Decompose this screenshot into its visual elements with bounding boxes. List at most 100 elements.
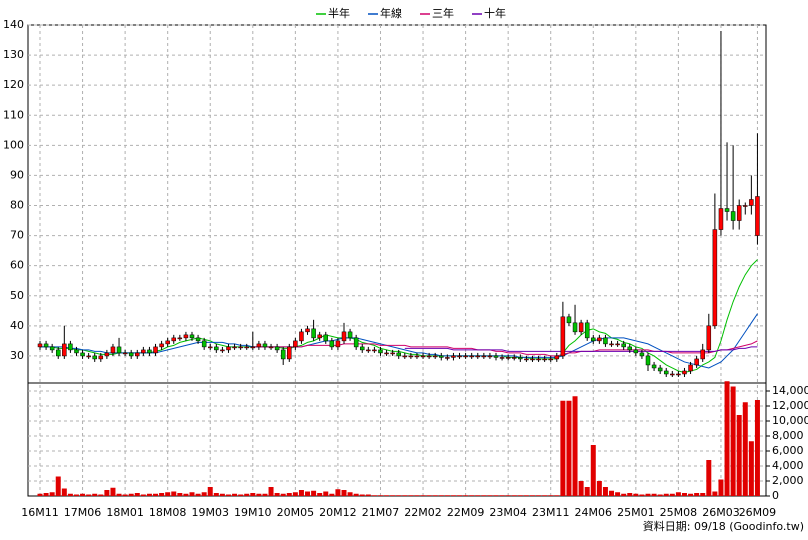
volume-bar bbox=[286, 493, 292, 496]
volume-bar bbox=[566, 400, 572, 496]
candle-body bbox=[730, 211, 736, 221]
volume-bar bbox=[390, 495, 396, 496]
x-tick-label: 24M06 bbox=[575, 506, 613, 519]
candle-body bbox=[135, 352, 140, 357]
volume-bar bbox=[61, 488, 67, 496]
volume-bar bbox=[384, 495, 390, 496]
candle-body bbox=[676, 373, 681, 376]
candle-body bbox=[116, 346, 122, 354]
candle-body bbox=[548, 358, 553, 361]
candle-body bbox=[305, 328, 310, 333]
volume-bar bbox=[377, 495, 383, 496]
volume-bar bbox=[681, 493, 687, 496]
volume-bar bbox=[639, 494, 645, 496]
candle-body bbox=[359, 346, 365, 351]
legend-label: 半年 bbox=[328, 6, 350, 20]
candle-body bbox=[390, 352, 395, 355]
volume-bar bbox=[712, 491, 718, 496]
candle-body bbox=[749, 199, 754, 206]
volume-bar bbox=[414, 495, 420, 496]
candle-body bbox=[451, 355, 456, 358]
volume-bar bbox=[116, 493, 122, 496]
candle-body bbox=[147, 349, 152, 354]
candle-body bbox=[238, 346, 243, 349]
candle-body bbox=[37, 343, 43, 348]
volume-bar bbox=[134, 493, 140, 496]
volume-bar bbox=[438, 495, 444, 496]
candle-body bbox=[55, 349, 61, 357]
volume-bar bbox=[195, 493, 201, 496]
candle-body bbox=[700, 349, 705, 360]
candle-body bbox=[633, 349, 639, 354]
candle-body bbox=[323, 334, 329, 342]
volume-bar bbox=[110, 487, 116, 496]
candle-body bbox=[104, 352, 110, 357]
candle-body bbox=[627, 346, 633, 351]
x-tick-label: 18M01 bbox=[106, 506, 144, 519]
candle-body bbox=[280, 349, 286, 360]
candle-body bbox=[122, 352, 128, 355]
volume-bar bbox=[748, 441, 754, 496]
candle-body bbox=[341, 331, 347, 342]
y2-tick-label: 4,000 bbox=[772, 459, 804, 472]
candle-body bbox=[408, 355, 414, 358]
volume-bar bbox=[578, 481, 584, 496]
candle-body bbox=[724, 208, 730, 212]
candle-body bbox=[736, 205, 742, 221]
volume-bar bbox=[450, 495, 456, 496]
volume-bar bbox=[305, 491, 311, 496]
candle-body bbox=[74, 349, 79, 354]
x-tick-label: 23M11 bbox=[532, 506, 570, 519]
candle-body bbox=[469, 355, 474, 358]
candle-body bbox=[384, 352, 389, 355]
volume-bar bbox=[311, 490, 317, 496]
candle-body bbox=[487, 355, 493, 358]
volume-bar bbox=[371, 495, 377, 496]
volume-bar bbox=[560, 400, 566, 496]
candle-body bbox=[432, 355, 438, 358]
volume-bar bbox=[457, 495, 463, 496]
candle-body bbox=[244, 346, 249, 349]
volume-bar bbox=[724, 381, 730, 496]
volume-bar bbox=[213, 493, 219, 496]
candle-body bbox=[141, 349, 146, 354]
candle-body bbox=[530, 358, 535, 361]
candle-body bbox=[49, 346, 55, 351]
candle-body bbox=[335, 340, 341, 348]
volume-bar bbox=[523, 495, 529, 496]
candle-body bbox=[80, 352, 85, 357]
candle-body bbox=[366, 349, 371, 352]
volume-bar bbox=[43, 493, 49, 496]
volume-bar bbox=[633, 493, 639, 496]
candle-body bbox=[511, 357, 517, 359]
candle-body bbox=[591, 337, 596, 342]
candle-body bbox=[250, 346, 256, 349]
volume-bar bbox=[657, 494, 663, 496]
candle-body bbox=[293, 340, 298, 348]
volume-bar bbox=[55, 476, 61, 496]
volume-bar bbox=[487, 495, 493, 496]
y-tick-label: 70 bbox=[10, 229, 24, 242]
ma-line bbox=[404, 346, 758, 352]
candle-body bbox=[493, 355, 499, 358]
volume-bar bbox=[584, 487, 590, 496]
candle-body bbox=[220, 349, 225, 352]
candle-body bbox=[372, 349, 377, 352]
volume-bar bbox=[219, 493, 225, 496]
volume-bar bbox=[499, 495, 505, 496]
y-tick-label: 50 bbox=[10, 289, 24, 302]
candle-body bbox=[171, 337, 177, 342]
volume-bar bbox=[365, 494, 371, 496]
volume-bar bbox=[621, 493, 627, 496]
volume-bar bbox=[408, 495, 414, 496]
candle-body bbox=[566, 316, 572, 324]
plot-frame bbox=[27, 24, 767, 497]
candle-body bbox=[536, 358, 541, 361]
candle-body bbox=[445, 357, 450, 359]
volume-bar bbox=[159, 493, 165, 496]
candle-body bbox=[183, 334, 189, 339]
volume-bar bbox=[536, 495, 542, 496]
volume-bar bbox=[189, 492, 195, 496]
candle-body bbox=[572, 322, 578, 333]
x-tick-label: 22M09 bbox=[447, 506, 485, 519]
